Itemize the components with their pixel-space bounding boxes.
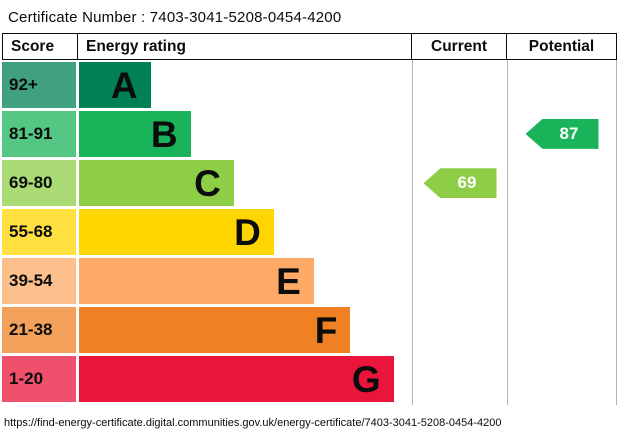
- certificate-number-label: Certificate Number :: [8, 9, 146, 26]
- score-range-g: 1-20: [2, 356, 76, 402]
- band-row-e: 39-54 E: [2, 258, 412, 307]
- current-rating-arrow: 69: [423, 168, 497, 199]
- chart-body: 92+ A 81-91 B 69-80 C 55-68 D 39-54 E 21-38 F 1-20 G …: [2, 60, 617, 405]
- band-row-g: 1-20 G: [2, 356, 412, 405]
- score-range-d: 55-68: [2, 209, 76, 255]
- band-bar-a: A: [79, 62, 151, 108]
- band-letter-f: F: [314, 309, 338, 351]
- score-range-b: 81-91: [2, 111, 76, 157]
- band-row-d: 55-68 D: [2, 209, 412, 258]
- band-bar-area: C: [76, 160, 412, 206]
- band-bar-c: C: [79, 160, 234, 206]
- band-letter-g: G: [351, 358, 381, 400]
- column-header-current: Current: [411, 34, 506, 59]
- certificate-number-value: 7403-3041-5208-0454-4200: [149, 9, 342, 26]
- potential-rating-arrow: 87: [525, 118, 599, 149]
- band-row-a: 92+ A: [2, 62, 412, 111]
- band-bar-area: A: [76, 62, 412, 108]
- band-bar-d: D: [79, 209, 274, 255]
- epc-certificate-page: Certificate Number : 7403-3041-5208-0454…: [0, 0, 620, 429]
- epc-rating-chart: Score Energy rating Current Potential 92…: [2, 33, 617, 405]
- column-header-potential: Potential: [506, 34, 616, 59]
- band-letter-b: B: [150, 113, 178, 155]
- score-range-c: 69-80: [2, 160, 76, 206]
- band-bar-e: E: [79, 258, 314, 304]
- band-bar-area: D: [76, 209, 412, 255]
- energy-rating-bands: 92+ A 81-91 B 69-80 C 55-68 D 39-54 E 21-38 F 1-20 G: [2, 60, 412, 405]
- band-row-f: 21-38 F: [2, 307, 412, 356]
- chart-header-row: Score Energy rating Current Potential: [2, 33, 617, 60]
- band-row-c: 69-80 C: [2, 160, 412, 209]
- band-bar-area: E: [76, 258, 412, 304]
- score-range-e: 39-54: [2, 258, 76, 304]
- band-letter-c: C: [194, 162, 221, 204]
- band-bar-area: F: [76, 307, 412, 353]
- band-row-b: 81-91 B: [2, 111, 412, 160]
- band-bar-area: B: [76, 111, 412, 157]
- band-bar-f: F: [79, 307, 351, 353]
- band-bar-g: G: [79, 356, 394, 402]
- column-header-score: Score: [11, 38, 55, 55]
- band-letter-a: A: [110, 64, 138, 106]
- band-letter-d: D: [234, 211, 261, 253]
- certificate-number-line: Certificate Number : 7403-3041-5208-0454…: [0, 0, 620, 33]
- band-letter-e: E: [276, 260, 301, 302]
- certificate-url: https://find-energy-certificate.digital.…: [4, 417, 502, 429]
- score-range-f: 21-38: [2, 307, 76, 353]
- score-range-a: 92+: [2, 62, 76, 108]
- current-rating-column: 69: [412, 60, 507, 405]
- potential-rating-column: 87: [507, 60, 617, 405]
- band-bar-area: G: [76, 356, 412, 402]
- column-header-energy-rating: Energy rating: [77, 34, 411, 59]
- band-bar-b: B: [79, 111, 191, 157]
